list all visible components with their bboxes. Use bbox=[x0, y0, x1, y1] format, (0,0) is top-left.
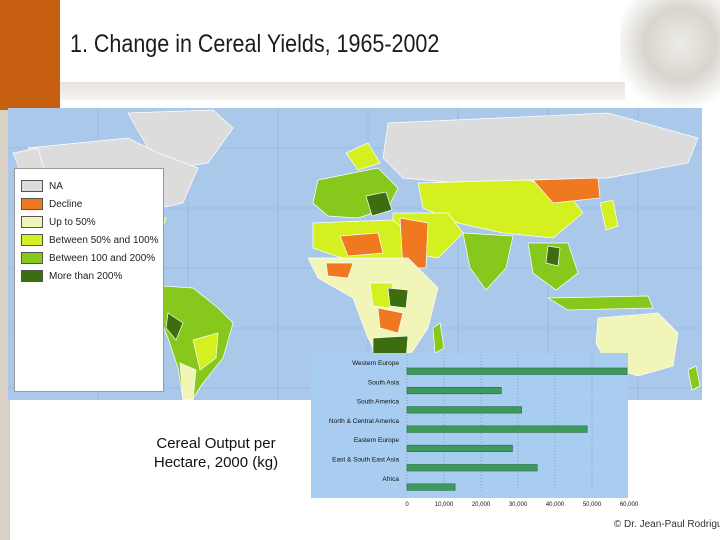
caption-line-1: Cereal Output per bbox=[156, 435, 276, 452]
legend-swatch bbox=[21, 234, 43, 246]
legend-item: Between 50% and 100% bbox=[21, 233, 159, 247]
category-label: North & Central America bbox=[329, 418, 399, 425]
legend-item: Decline bbox=[21, 197, 82, 211]
bar bbox=[406, 444, 513, 452]
credit-text: © Dr. Jean-Paul Rodrigue bbox=[613, 519, 720, 530]
x-tick-label: 10,000 bbox=[434, 502, 454, 508]
bar bbox=[406, 425, 588, 433]
legend-label: Between 50% and 100% bbox=[49, 234, 159, 246]
legend-swatch bbox=[21, 270, 43, 282]
legend-swatch bbox=[21, 180, 43, 192]
x-tick-label: 40,000 bbox=[545, 502, 565, 508]
legend-swatch bbox=[21, 198, 43, 210]
legend-item: Up to 50% bbox=[21, 215, 96, 229]
caption-line-2: Hectare, 2000 (kg) bbox=[153, 454, 279, 471]
legend-swatch bbox=[21, 216, 43, 228]
x-tick-label: 0 bbox=[405, 502, 409, 508]
legend-label: More than 200% bbox=[49, 270, 123, 282]
category-label: Western Europe bbox=[352, 360, 399, 367]
bar bbox=[406, 367, 628, 375]
chart-caption: Cereal Output per Hectare, 2000 (kg) bbox=[140, 434, 292, 472]
x-tick-label: 30,000 bbox=[508, 502, 528, 508]
slide-title: 1. Change in Cereal Yields, 1965-2002 bbox=[70, 30, 440, 58]
legend-label: Between 100 and 200% bbox=[49, 252, 156, 264]
map-legend: NA Decline Up to 50% Between 50% and 100… bbox=[14, 168, 164, 392]
legend-swatch bbox=[21, 252, 43, 264]
side-stripe bbox=[0, 110, 10, 540]
bar bbox=[406, 386, 502, 395]
bar bbox=[406, 483, 456, 491]
x-tick-label: 50,000 bbox=[582, 502, 602, 508]
category-label: East & South East Asia bbox=[332, 457, 399, 464]
legend-item: More than 200% bbox=[21, 269, 122, 283]
bar bbox=[406, 464, 538, 472]
bar-chart-graphic: Western Europe South Asia South America Nor… bbox=[329, 355, 628, 493]
legend-item: NA bbox=[21, 179, 63, 193]
bar bbox=[406, 406, 522, 414]
category-label: Africa bbox=[382, 476, 399, 483]
cereal-output-chart: Western Europe South Asia South America Nor… bbox=[311, 353, 628, 498]
legend-label: NA bbox=[49, 180, 63, 192]
category-label: Eastern Europe bbox=[354, 437, 400, 444]
category-label: South Asia bbox=[368, 379, 399, 386]
accent-stripe bbox=[0, 0, 60, 110]
legend-label: Decline bbox=[49, 198, 83, 210]
globe-decoration bbox=[620, 0, 720, 110]
x-tick-label: 60,000 bbox=[619, 502, 639, 508]
title-rule bbox=[60, 82, 625, 100]
legend-item: Between 100 and 200% bbox=[21, 251, 155, 265]
category-label: South America bbox=[357, 399, 400, 406]
x-tick-label: 20,000 bbox=[471, 502, 491, 508]
legend-label: Up to 50% bbox=[49, 216, 96, 228]
